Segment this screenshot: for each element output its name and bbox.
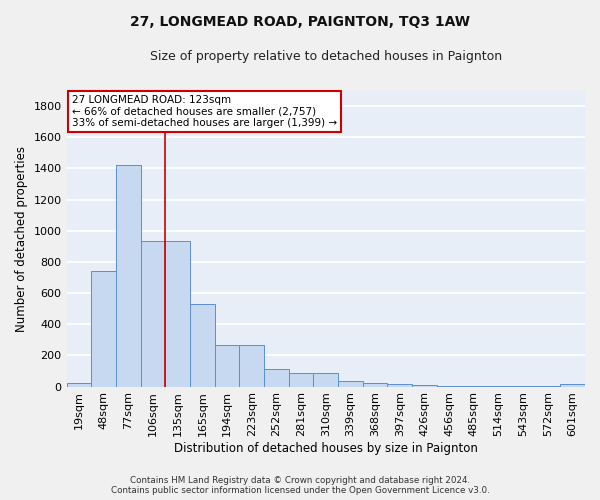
- Text: 27, LONGMEAD ROAD, PAIGNTON, TQ3 1AW: 27, LONGMEAD ROAD, PAIGNTON, TQ3 1AW: [130, 15, 470, 29]
- Bar: [264, 370, 289, 386]
- Bar: [289, 372, 313, 386]
- Title: Size of property relative to detached houses in Paignton: Size of property relative to detached ho…: [150, 50, 502, 63]
- Bar: [363, 384, 388, 386]
- Bar: [67, 384, 91, 386]
- Bar: [190, 304, 215, 386]
- Text: Contains HM Land Registry data © Crown copyright and database right 2024.
Contai: Contains HM Land Registry data © Crown c…: [110, 476, 490, 495]
- Bar: [388, 384, 412, 386]
- Bar: [140, 241, 165, 386]
- Bar: [91, 272, 116, 386]
- Bar: [165, 241, 190, 386]
- X-axis label: Distribution of detached houses by size in Paignton: Distribution of detached houses by size …: [174, 442, 478, 455]
- Text: 27 LONGMEAD ROAD: 123sqm
← 66% of detached houses are smaller (2,757)
33% of sem: 27 LONGMEAD ROAD: 123sqm ← 66% of detach…: [72, 95, 337, 128]
- Y-axis label: Number of detached properties: Number of detached properties: [15, 146, 28, 332]
- Bar: [313, 372, 338, 386]
- Bar: [412, 385, 437, 386]
- Bar: [239, 346, 264, 387]
- Bar: [215, 346, 239, 387]
- Bar: [116, 166, 140, 386]
- Bar: [560, 384, 585, 386]
- Bar: [338, 381, 363, 386]
